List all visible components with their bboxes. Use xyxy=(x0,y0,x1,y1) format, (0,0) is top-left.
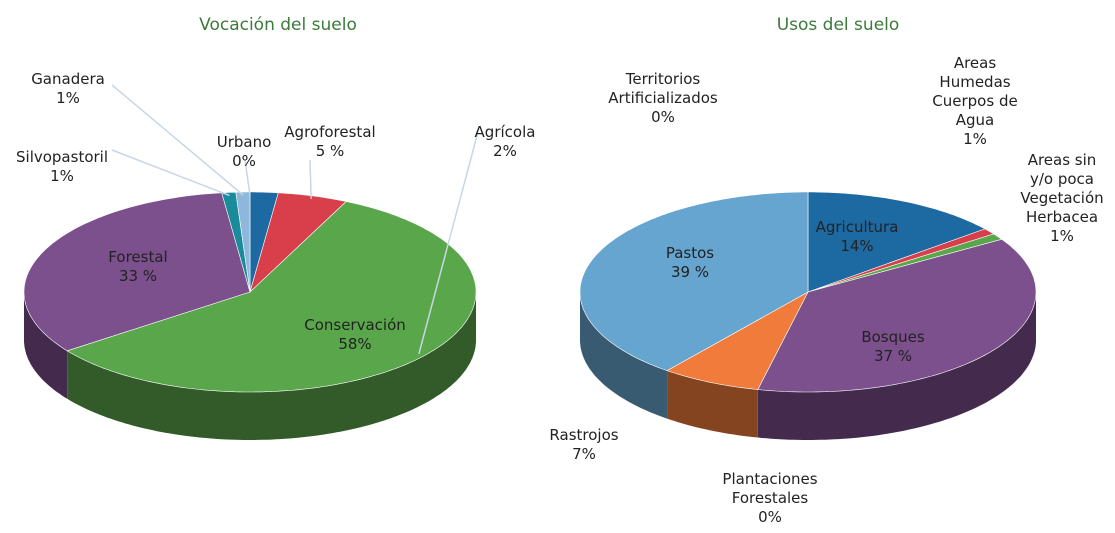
category-label: Silvopastoril xyxy=(16,148,108,166)
value-label: 0% xyxy=(758,508,782,526)
value-label: 1% xyxy=(963,130,987,148)
pie-slice xyxy=(23,192,251,352)
category-label: Pastos xyxy=(666,244,714,262)
pie xyxy=(579,191,1037,440)
pie-slice xyxy=(579,191,809,371)
category-label: Plantaciones Forestales xyxy=(722,470,817,507)
value-label: 0% xyxy=(232,152,256,170)
category-label: Agricultura xyxy=(816,218,899,236)
leader-line xyxy=(309,159,312,199)
value-label: 5 % xyxy=(316,142,345,160)
leader-line xyxy=(418,131,479,355)
value-label: 14% xyxy=(840,237,873,255)
category-label: Conservación xyxy=(304,316,406,334)
pie-slice xyxy=(757,238,1037,393)
category-label: Ganadera xyxy=(31,70,105,88)
value-label: 33 % xyxy=(119,267,157,285)
pie-slice xyxy=(807,191,986,293)
value-label: 1% xyxy=(1050,227,1074,245)
category-label: Agrícola xyxy=(475,123,536,141)
category-label: Rastrojos xyxy=(549,426,618,444)
pie-slice xyxy=(66,201,477,393)
leader-line xyxy=(111,84,244,196)
category-label: Forestal xyxy=(108,248,167,266)
value-label: 39 % xyxy=(671,263,709,281)
category-label: Areas sin y/o poca Vegetación Herbacea xyxy=(1020,151,1103,226)
pie-slice xyxy=(249,192,347,293)
leader-line xyxy=(244,159,251,196)
category-label: Agroforestal xyxy=(284,123,375,141)
pie-side xyxy=(24,292,68,399)
pie-side xyxy=(580,292,668,419)
value-label: 1% xyxy=(56,89,80,107)
pie-side xyxy=(667,370,758,438)
value-label: 0% xyxy=(651,108,675,126)
value-label: 2% xyxy=(493,142,517,160)
category-label: Territorios Artificializados xyxy=(608,70,718,107)
value-label: 1% xyxy=(50,167,74,185)
pie-side xyxy=(757,292,1036,440)
category-label: Urbano xyxy=(217,133,272,151)
pie xyxy=(23,191,477,440)
value-label: 7% xyxy=(572,445,596,463)
category-label: Bosques xyxy=(861,328,925,346)
category-label: Areas Humedas Cuerpos de Agua xyxy=(932,54,1017,129)
chart-title: Vocación del suelo xyxy=(199,15,357,35)
leader-line xyxy=(111,149,230,197)
pie-slice xyxy=(666,291,809,390)
value-label: 58% xyxy=(338,335,371,353)
chart-title: Usos del suelo xyxy=(777,15,900,35)
pie-side xyxy=(67,292,476,440)
value-label: 37 % xyxy=(874,347,912,365)
